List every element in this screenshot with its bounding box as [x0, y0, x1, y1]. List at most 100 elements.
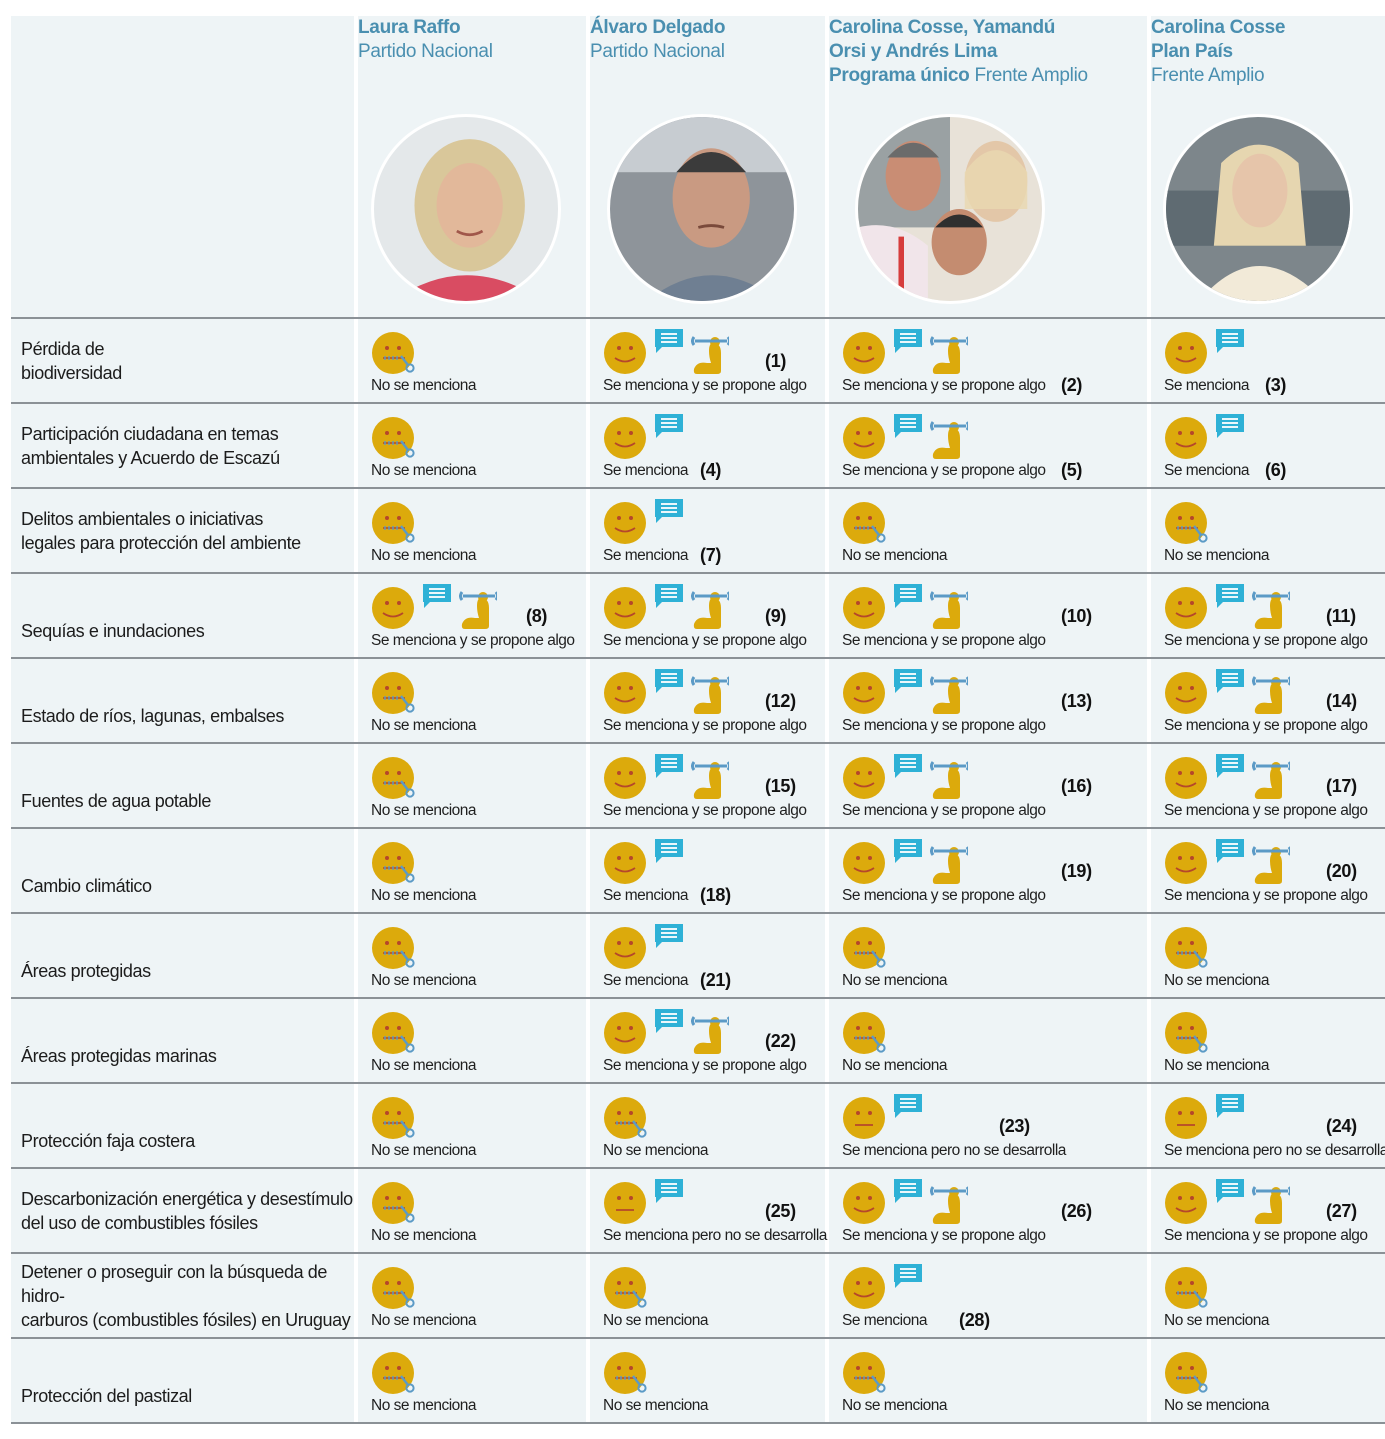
status-cell-mentioned: Se menciona (28)	[829, 1254, 1147, 1337]
zipper-mouth-face-icon	[371, 1096, 415, 1140]
candidate-party: Partido Nacional	[590, 41, 725, 62]
status-cell-proposes: Se menciona y se propone algo (15)	[590, 744, 825, 827]
status-icons	[842, 837, 1147, 889]
status-cell-proposes: Se menciona y se propone algo (17)	[1151, 744, 1385, 827]
status-cell-proposes: Se menciona y se propone algo (12)	[590, 659, 825, 742]
status-icons	[371, 667, 586, 719]
status-icons	[371, 327, 586, 379]
status-label: Se menciona y se propone algo	[842, 717, 1046, 734]
status-cell-none: No se menciona	[1151, 1339, 1385, 1422]
smiling-face-icon	[1164, 416, 1208, 460]
candidate-party: Frente Amplio	[1151, 65, 1265, 86]
status-label: Se menciona y se propone algo	[842, 1227, 1046, 1244]
speech-bubble-icon	[653, 1177, 685, 1205]
status-icons	[842, 752, 1147, 804]
topic-line: Cambio climático	[21, 876, 152, 896]
row-divider	[11, 742, 1385, 744]
speech-bubble-icon	[892, 667, 924, 695]
speech-bubble-icon	[421, 582, 453, 610]
comparison-table: Laura Raffo Partido Nacional Álvaro Delg…	[11, 16, 1385, 1424]
footnote-reference: (10)	[1061, 606, 1092, 626]
row-divider	[11, 912, 1385, 914]
footnote-reference: (1)	[765, 351, 787, 371]
flexed-arm-wrench-icon	[1252, 758, 1292, 800]
status-label: No se menciona	[842, 1397, 948, 1414]
zipper-mouth-face-icon	[371, 501, 415, 545]
status-label: No se menciona	[371, 547, 477, 564]
status-icons	[371, 1007, 586, 1059]
speech-bubble-icon	[892, 327, 924, 355]
speech-bubble-icon	[653, 667, 685, 695]
smiling-face-icon	[842, 1181, 886, 1225]
status-label: No se menciona	[842, 547, 948, 564]
footnote-reference: (17)	[1326, 776, 1357, 796]
status-icons	[371, 922, 586, 974]
topic-line: del uso de combustibles fósiles	[21, 1212, 258, 1233]
topic-line: Pérdida de	[21, 338, 105, 359]
status-label: Se menciona pero no se desarrolla	[842, 1142, 1066, 1159]
status-icons	[1164, 1092, 1385, 1144]
status-cell-none: No se menciona	[358, 319, 586, 402]
frente-amplio-group-photo	[855, 114, 1045, 304]
zipper-mouth-face-icon	[371, 1011, 415, 1055]
status-icons	[603, 1092, 825, 1144]
candidate-name: Carolina Cosse	[1151, 17, 1286, 38]
smiling-face-icon	[842, 671, 886, 715]
footnote-reference: (24)	[1326, 1116, 1357, 1136]
status-cell-proposes: Se menciona y se propone algo (16)	[829, 744, 1147, 827]
flexed-arm-wrench-icon	[691, 333, 731, 375]
status-cell-undeveloped: Se menciona pero no se desarrolla (23)	[829, 1084, 1147, 1167]
zipper-mouth-face-icon	[371, 416, 415, 460]
zipper-mouth-face-icon	[842, 1011, 886, 1055]
zipper-mouth-face-icon	[1164, 1266, 1208, 1310]
status-label: Se menciona y se propone algo	[842, 887, 1046, 904]
laura-raffo-photo	[371, 114, 561, 304]
flexed-arm-wrench-icon	[930, 588, 970, 630]
smiling-face-icon	[842, 331, 886, 375]
carolina-cosse-photo	[1163, 114, 1353, 304]
topic-line: Participación ciudadana en temas	[21, 423, 279, 444]
status-label: Se menciona	[603, 547, 688, 564]
status-cell-proposes: Se menciona y se propone algo (10)	[829, 574, 1147, 657]
status-icons	[1164, 327, 1385, 379]
status-cell-none: No se menciona	[829, 914, 1147, 997]
status-label: Se menciona y se propone algo	[371, 632, 575, 649]
smiling-face-icon	[842, 1266, 886, 1310]
topic-label: Áreas protegidas	[11, 914, 354, 997]
topic-label: Sequías e inundaciones	[11, 574, 354, 657]
row-divider	[11, 1252, 1385, 1254]
footnote-reference: (13)	[1061, 691, 1092, 711]
smiling-face-icon	[603, 501, 647, 545]
footnote-reference: (8)	[526, 606, 548, 626]
status-label: No se menciona	[371, 972, 477, 989]
status-icons	[842, 1007, 1147, 1059]
status-icons	[842, 667, 1147, 719]
status-cell-proposes: Se menciona y se propone algo (22)	[590, 999, 825, 1082]
flexed-arm-wrench-icon	[691, 588, 731, 630]
topic-label: Fuentes de agua potable	[11, 744, 354, 827]
footnote-reference: (26)	[1061, 1201, 1092, 1221]
status-icons	[603, 922, 825, 974]
status-cell-none: No se menciona	[358, 999, 586, 1082]
status-cell-none: No se menciona	[829, 489, 1147, 572]
status-cell-mentioned: Se menciona (3)	[1151, 319, 1385, 402]
status-cell-none: No se menciona	[1151, 1254, 1385, 1337]
status-icons	[603, 327, 825, 379]
topic-label: Delitos ambientales o iniciativas legales…	[11, 489, 354, 572]
status-label: No se menciona	[842, 972, 948, 989]
status-cell-proposes: Se menciona y se propone algo (8)	[358, 574, 586, 657]
smiling-face-icon	[603, 1011, 647, 1055]
candidate-name: Laura Raffo	[358, 17, 461, 38]
status-label: No se menciona	[371, 1312, 477, 1329]
status-label: Se menciona y se propone algo	[842, 632, 1046, 649]
status-icons	[371, 837, 586, 889]
status-icons	[371, 1347, 586, 1399]
status-label: Se menciona y se propone algo	[1164, 717, 1368, 734]
status-label: Se menciona pero no se desarrolla	[603, 1227, 827, 1244]
zipper-mouth-face-icon	[371, 671, 415, 715]
smiling-face-icon	[603, 926, 647, 970]
status-cell-none: No se menciona	[358, 404, 586, 487]
speech-bubble-icon	[1214, 667, 1246, 695]
footnote-reference: (18)	[700, 885, 731, 905]
footnote-reference: (12)	[765, 691, 796, 711]
